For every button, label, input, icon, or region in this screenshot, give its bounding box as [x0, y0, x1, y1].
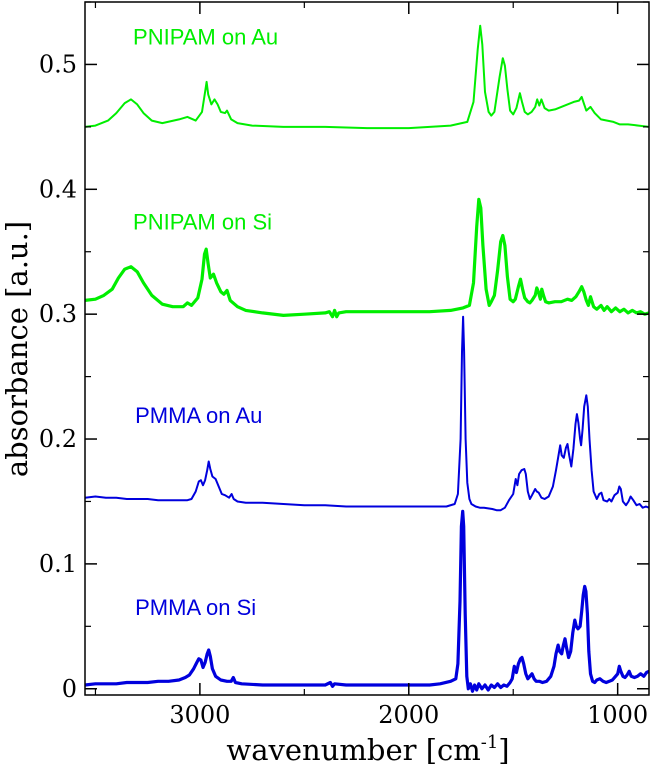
y-tick-label: 0.5 — [39, 50, 77, 78]
series-line-pmma-on-au — [84, 315, 650, 512]
x-tick-label: 1000 — [587, 701, 648, 729]
series-label-pnipam-on-au: PNIPAM on Au — [133, 24, 278, 49]
series-line-pnipam-on-si — [84, 197, 650, 319]
y-tick-label: 0.2 — [39, 425, 77, 453]
y-tick-label: 0.4 — [39, 175, 77, 203]
plot-frame — [84, 1, 650, 696]
series-lines — [84, 24, 650, 693]
series-label-pmma-on-au: PMMA on Au — [135, 403, 262, 428]
x-tick-label: 2000 — [378, 701, 439, 729]
series-line-pmma-on-si — [84, 509, 650, 693]
x-tick-label: 3000 — [169, 701, 230, 729]
series-label-pnipam-on-si: PNIPAM on Si — [133, 209, 272, 234]
x-axis-title: wavenumber [cm-1] — [226, 732, 509, 767]
x-axis-title-end: ] — [498, 733, 509, 767]
y-tick-label: 0.1 — [39, 550, 77, 578]
y-axis-title: absorbance [a.u.] — [0, 221, 34, 477]
axis-ticks: 0 0.1 0.2 0.3 0.4 0.5 3000 2000 1000 — [39, 1, 649, 729]
series-label-pmma-on-si: PMMA on Si — [135, 595, 256, 620]
series-line-pnipam-on-au — [84, 24, 650, 130]
series-labels: PNIPAM on Au PNIPAM on Si PMMA on Au PMMA o… — [133, 24, 278, 620]
x-axis-title-main: wavenumber [cm — [226, 733, 480, 767]
x-axis-title-sup: -1 — [481, 732, 499, 753]
y-tick-label: 0.3 — [39, 300, 77, 328]
y-tick-label: 0 — [62, 675, 77, 703]
